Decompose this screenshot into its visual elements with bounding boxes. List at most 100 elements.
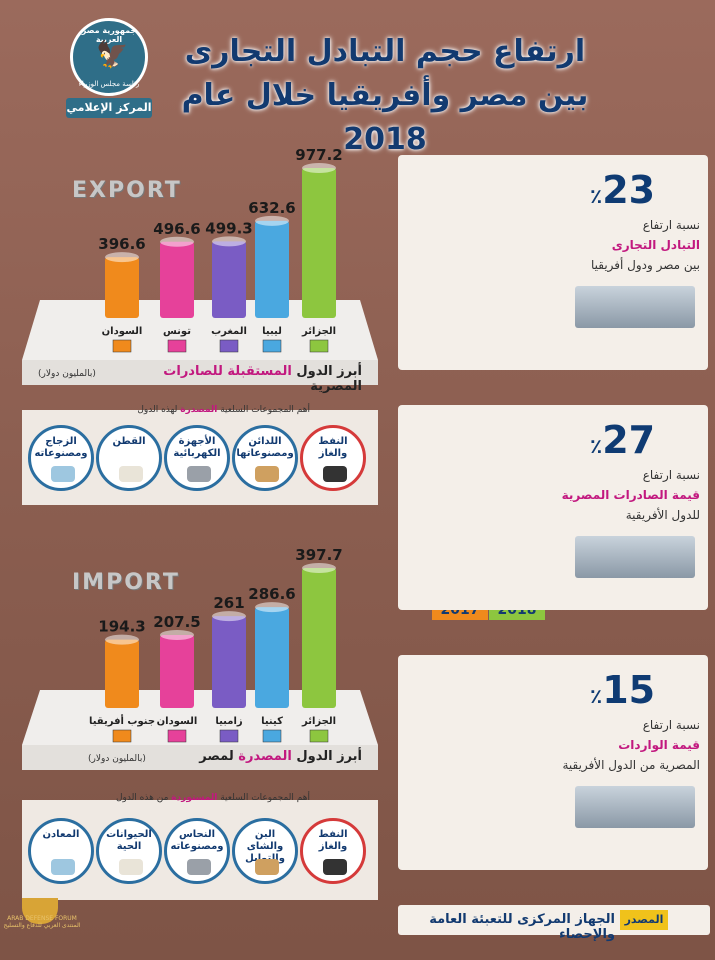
bar-value-2: 499.3	[205, 219, 252, 237]
forum-watermark: ARAB DEFENSE FORUM المنتدى العربي للدفاع…	[2, 915, 82, 929]
export-group-icon-0	[323, 466, 347, 482]
bar-1	[160, 634, 194, 708]
bar-top-3	[255, 215, 289, 226]
export-unit: (بالمليون دولار)	[38, 369, 96, 379]
import-caption-post: لمصر	[199, 749, 239, 764]
port-illustration-icon	[575, 536, 695, 578]
stat-line2-1: قيمة الصادرات المصرية	[561, 488, 700, 502]
bar-top-2	[212, 611, 246, 622]
logo-line1: جمهورية مصر العربية	[81, 26, 137, 44]
bar-value-2: 261	[213, 594, 244, 612]
bar-0	[105, 639, 139, 708]
export-group-4: الزجاج ومصنوعاته	[28, 425, 94, 491]
export-caption-post: المصرية	[310, 379, 362, 394]
import-groups-title-post: من هذه الدول	[115, 793, 172, 803]
page-title: ارتفاع حجم التبادل التجارى بين مصر وأفري…	[150, 30, 620, 162]
import-groups-title-hl: المستوردة	[171, 793, 218, 803]
stat-line2-2: قيمة الواردات	[618, 738, 700, 752]
import-group-label-4: المعادن	[42, 829, 80, 840]
source-label: المصدر	[620, 910, 668, 930]
export-group-label-0: النفط والغاز	[318, 436, 348, 459]
import-group-icon-3	[119, 859, 143, 875]
export-group-label-3: القطن	[112, 436, 146, 447]
bar-category-2: المغرب	[211, 326, 247, 337]
bar-category-3: ليبيا	[262, 326, 282, 337]
bar-top-1	[160, 236, 194, 247]
port-illustration-icon	[575, 786, 695, 828]
import-group-label-2: النحاس ومصنوعاته	[170, 829, 224, 852]
export-groups-title: أهم المجموعات السلعية المصدرة لهذه الدول	[110, 405, 310, 415]
flag-icon-0	[112, 729, 132, 743]
bar-category-3: كينيا	[261, 716, 283, 727]
forum-line2: المنتدى العربي للدفاع والتسليح	[3, 922, 81, 929]
import-groups-title-pre: أهم المجموعات السلعية	[217, 793, 310, 803]
import-unit: (بالمليون دولار)	[88, 754, 146, 764]
export-group-0: النفط والغاز	[300, 425, 366, 491]
export-group-icon-2	[187, 466, 211, 482]
export-group-label-2: الأجهزة الكهربائية	[173, 436, 221, 459]
bar-category-2: زامبيا	[215, 716, 243, 727]
bar-0	[105, 257, 139, 318]
bar-2	[212, 241, 246, 318]
bar-category-1: تونس	[163, 326, 191, 337]
export-groups-title-pre: أهم المجموعات السلعية	[217, 405, 310, 415]
export-group-icon-1	[255, 466, 279, 482]
flag-icon-2	[219, 339, 239, 353]
import-group-label-0: النفط والغاز	[318, 829, 348, 852]
bar-top-4	[302, 563, 336, 573]
bar-4	[302, 568, 336, 708]
change-pct-2: ٪15	[590, 668, 655, 712]
bar-2	[212, 616, 246, 708]
import-caption-hl: المصدرة	[238, 749, 292, 764]
stat-line1-1: نسبة ارتفاع	[642, 468, 700, 482]
import-group-2: النحاس ومصنوعاته	[164, 818, 230, 884]
trade-panel	[398, 155, 708, 370]
stat-line3-0: بين مصر ودول أفريقيا	[590, 258, 700, 272]
import-group-0: النفط والغاز	[300, 818, 366, 884]
bar-value-1: 496.6	[153, 220, 200, 238]
change-pct-value-0: 23	[602, 168, 656, 212]
export-caption-bar	[22, 360, 378, 385]
stat-line3-1: للدول الأفريقية	[625, 508, 700, 522]
forum-shield-icon	[22, 898, 58, 924]
bar-top-4	[302, 163, 336, 173]
export-group-3: القطن	[96, 425, 162, 491]
import-group-1: البن والشاى والتوابل	[232, 818, 298, 884]
bar-category-4: الجزائر	[301, 716, 336, 727]
import-group-4: المعادن	[28, 818, 94, 884]
export-caption-hl: المستقبلة للصادرات	[163, 364, 292, 379]
bar-top-3	[255, 602, 289, 613]
export-caption: أبرز الدول المستقبلة للصادرات المصرية	[130, 364, 362, 394]
export-word: EXPORT	[72, 178, 182, 203]
import-group-icon-0	[323, 859, 347, 875]
import-group-icon-1	[255, 859, 279, 875]
stat-line1-2: نسبة ارتفاع	[642, 718, 700, 732]
flag-icon-4	[309, 339, 329, 353]
eagle-icon: 🦅	[96, 40, 129, 70]
flag-icon-3	[262, 339, 282, 353]
stat-line3-2: المصرية من الدول الأفريقية	[562, 758, 700, 772]
bar-top-2	[212, 236, 246, 247]
bar-3	[255, 607, 289, 708]
bar-value-3: 286.6	[248, 585, 295, 603]
logo-circle	[70, 18, 148, 96]
import-word: IMPORT	[72, 570, 180, 595]
bar-category-4: الجزائر	[301, 326, 336, 337]
bar-3	[255, 220, 289, 318]
logo-banner: المركز الإعلامي	[66, 98, 152, 118]
stat-line2-0: التبادل التجارى	[611, 238, 700, 252]
title-line1: ارتفاع حجم التبادل التجارى	[184, 34, 586, 69]
logo-line2: رئاسة مجلس الوزراء	[78, 80, 140, 88]
import-group-icon-2	[187, 859, 211, 875]
cabinet-logo: جمهورية مصر العربية 🦅 رئاسة مجلس الوزراء…	[66, 18, 152, 118]
export-groups-title-post: لهذه الدول	[137, 405, 181, 415]
export-groups-title-hl: المصدرة	[180, 405, 218, 415]
flag-icon-1	[167, 339, 187, 353]
change-pct-value-2: 15	[602, 668, 656, 712]
import-caption-pre: أبرز الدول	[291, 749, 362, 764]
bar-value-1: 207.5	[153, 613, 200, 631]
bar-value-0: 194.3	[98, 618, 145, 636]
flag-icon-2	[219, 729, 239, 743]
percent-icon: ٪	[590, 684, 603, 708]
bar-4	[302, 168, 336, 318]
